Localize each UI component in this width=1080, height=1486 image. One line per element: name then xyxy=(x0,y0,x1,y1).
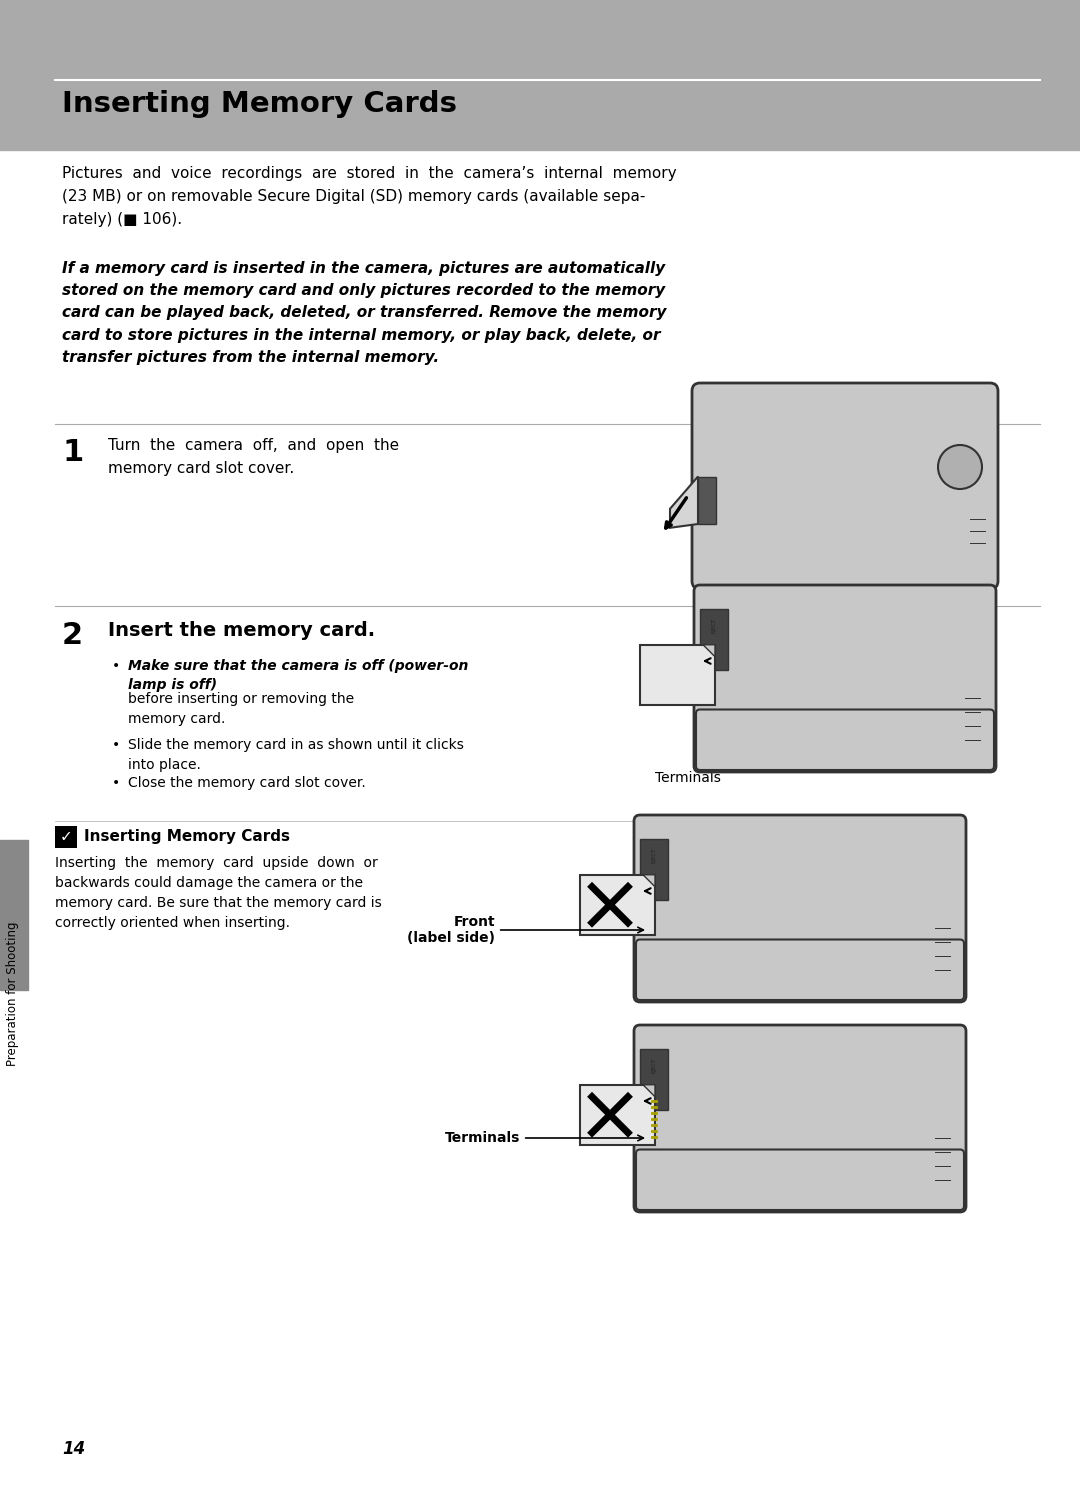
Text: Slide the memory card in as shown until it clicks
into place.: Slide the memory card in as shown until … xyxy=(129,739,464,771)
Bar xyxy=(640,645,715,704)
Bar xyxy=(640,838,669,899)
Text: Inserting Memory Cards: Inserting Memory Cards xyxy=(62,91,457,117)
Text: Make sure that the camera is off (power-on
lamp is off): Make sure that the camera is off (power-… xyxy=(129,658,469,692)
Polygon shape xyxy=(643,1085,654,1097)
Text: EJECT: EJECT xyxy=(651,1057,657,1073)
FancyBboxPatch shape xyxy=(636,1150,964,1210)
Text: 14: 14 xyxy=(62,1440,85,1458)
FancyBboxPatch shape xyxy=(696,709,994,770)
FancyBboxPatch shape xyxy=(694,585,996,773)
Text: •: • xyxy=(112,739,120,752)
Text: EJECT: EJECT xyxy=(712,617,716,633)
Bar xyxy=(580,1085,654,1144)
Text: Terminals: Terminals xyxy=(654,771,720,785)
Bar xyxy=(580,875,654,935)
Text: Insert the memory card.: Insert the memory card. xyxy=(108,621,375,640)
FancyBboxPatch shape xyxy=(634,814,966,1002)
Polygon shape xyxy=(703,645,715,657)
Bar xyxy=(698,477,716,525)
Text: If a memory card is inserted in the camera, pictures are automatically
stored on: If a memory card is inserted in the came… xyxy=(62,262,666,364)
Text: Inserting Memory Cards: Inserting Memory Cards xyxy=(84,829,291,844)
Polygon shape xyxy=(670,477,698,528)
Text: ✓: ✓ xyxy=(59,829,72,844)
Bar xyxy=(640,1049,669,1110)
Text: Close the memory card slot cover.: Close the memory card slot cover. xyxy=(129,776,366,791)
Circle shape xyxy=(939,444,982,489)
Text: •: • xyxy=(112,776,120,791)
Text: •: • xyxy=(112,658,120,673)
Text: Preparation for Shooting: Preparation for Shooting xyxy=(6,921,19,1065)
Bar xyxy=(55,826,77,849)
Text: EJECT: EJECT xyxy=(651,847,657,863)
Text: Front
(label side): Front (label side) xyxy=(407,915,644,945)
Polygon shape xyxy=(643,875,654,887)
Bar xyxy=(0,840,28,990)
Text: 1: 1 xyxy=(62,438,83,467)
Text: Terminals: Terminals xyxy=(445,1131,644,1146)
Text: before inserting or removing the
memory card.: before inserting or removing the memory … xyxy=(129,692,354,725)
FancyBboxPatch shape xyxy=(634,1025,966,1213)
FancyBboxPatch shape xyxy=(692,383,998,588)
Text: Inserting  the  memory  card  upside  down  or
backwards could damage the camera: Inserting the memory card upside down or… xyxy=(55,856,381,930)
Text: Pictures  and  voice  recordings  are  stored  in  the  camera’s  internal  memo: Pictures and voice recordings are stored… xyxy=(62,166,677,226)
Text: Turn  the  camera  off,  and  open  the
memory card slot cover.: Turn the camera off, and open the memory… xyxy=(108,438,400,476)
Bar xyxy=(0,0,1080,150)
Text: 2: 2 xyxy=(62,621,83,649)
FancyBboxPatch shape xyxy=(636,939,964,1000)
Bar xyxy=(700,608,728,670)
